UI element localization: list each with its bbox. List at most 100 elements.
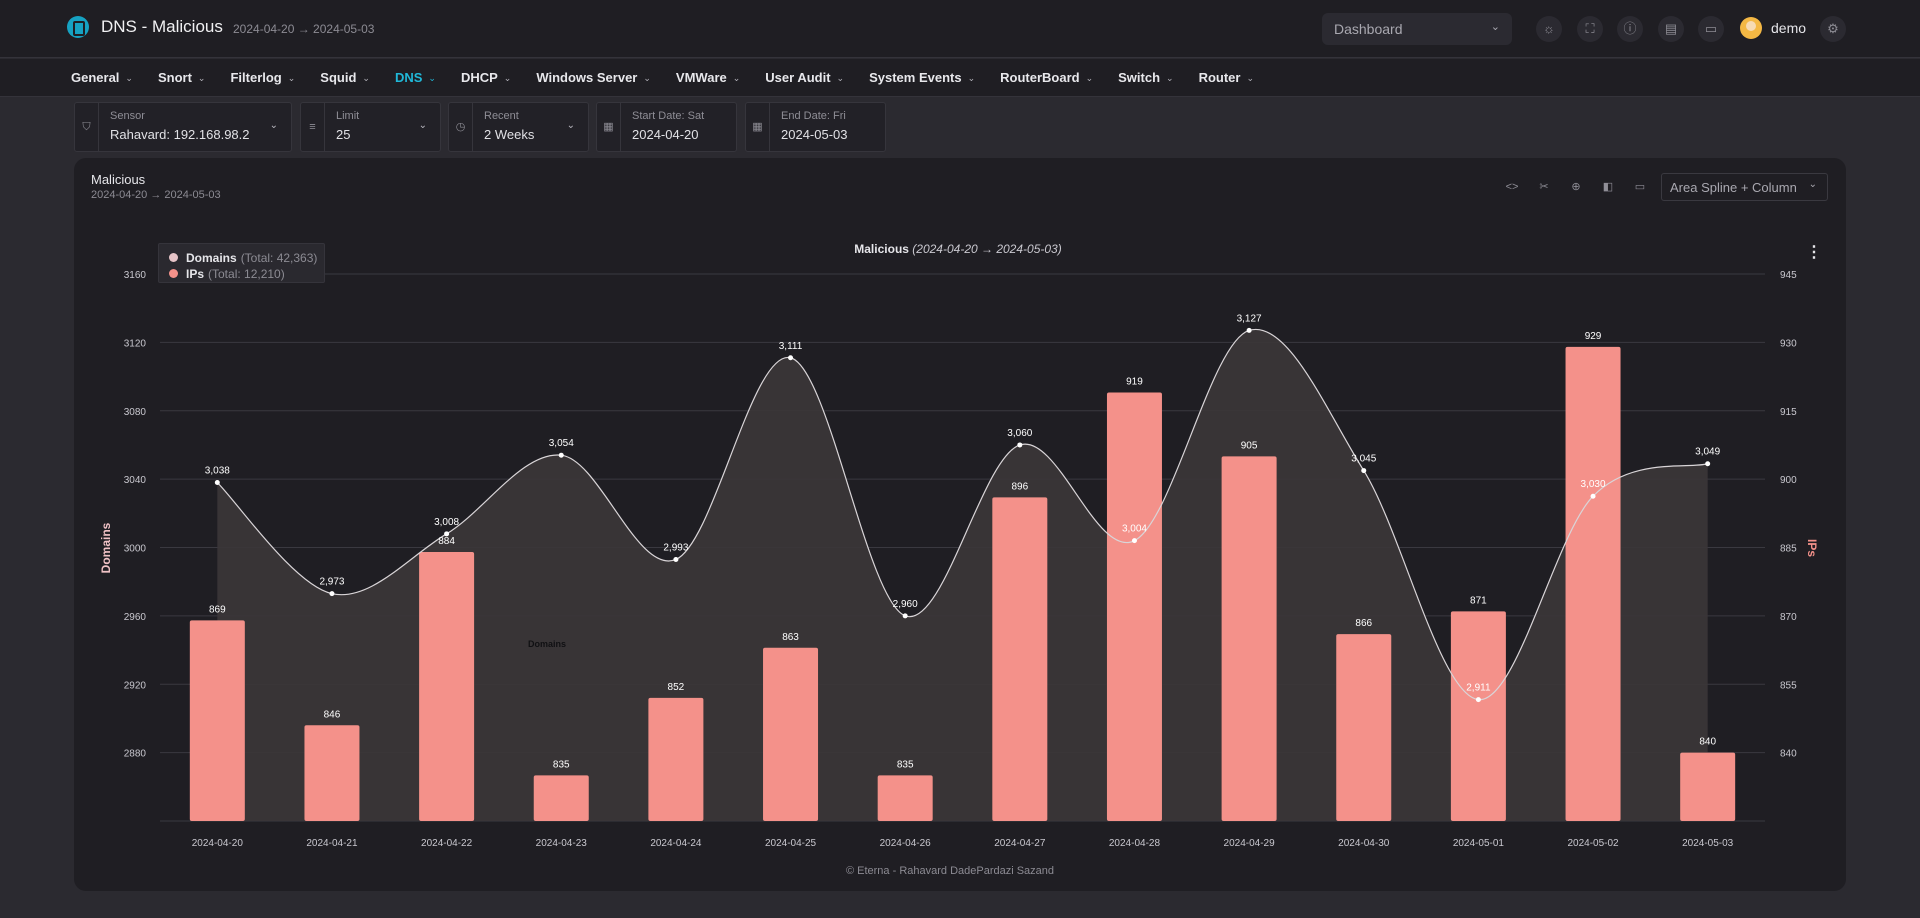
domains-point: [214, 480, 220, 486]
comment-icon[interactable]: ▭: [1634, 181, 1646, 193]
y-left-tick-label: 2960: [124, 612, 147, 623]
chevron-down-icon: ⌄: [1085, 73, 1094, 83]
calendar-icon: ▦: [746, 103, 770, 151]
nav-item-system-events[interactable]: System Events ⌄: [869, 59, 975, 97]
code-icon[interactable]: <>: [1505, 181, 1519, 193]
domains-point: [1361, 468, 1367, 474]
avatar[interactable]: [1740, 17, 1762, 39]
chevron-down-icon: ⌄: [1490, 21, 1500, 33]
y-left-tick-label: 2880: [124, 749, 147, 760]
nav-item-snort[interactable]: Snort ⌄: [158, 59, 206, 97]
domains-data-label: 3,008: [434, 517, 459, 528]
domains-point: [1475, 697, 1481, 703]
chevron-down-icon: ⌄: [967, 73, 976, 83]
sensor-filter-value: Rahavard: 192.168.98.2: [110, 127, 250, 142]
briefcase-icon[interactable]: ▭: [1698, 16, 1724, 42]
nav-item-user-audit[interactable]: User Audit ⌄: [765, 59, 844, 97]
legend-item-ips[interactable]: IPs (Total: 12,210): [169, 266, 285, 281]
domains-data-label: 3,127: [1237, 313, 1262, 324]
nav-item-label: RouterBoard: [1000, 70, 1080, 85]
fullscreen-icon[interactable]: ⛶: [1577, 16, 1603, 42]
nav-item-dns[interactable]: DNS ⌄: [395, 59, 436, 97]
sensor-filter[interactable]: ⛉ Sensor Rahavard: 192.168.98.2 ⌄: [74, 102, 292, 152]
ips-bar: [1680, 752, 1736, 821]
scissors-icon[interactable]: ✂: [1539, 181, 1549, 193]
nav-item-routerboard[interactable]: RouterBoard ⌄: [1000, 59, 1093, 97]
target-icon[interactable]: ⊕: [1571, 181, 1581, 193]
domains-point: [902, 613, 908, 619]
legend-item-domains[interactable]: Domains (Total: 42,363): [169, 250, 317, 265]
chevron-down-icon: ⌄: [197, 73, 206, 83]
nav-item-vmware[interactable]: VMWare ⌄: [676, 59, 740, 97]
ips-data-label: 835: [553, 759, 570, 770]
settings-icon[interactable]: ⚙: [1820, 16, 1846, 42]
y-right-tick-label: 930: [1780, 338, 1797, 349]
nav-item-squid[interactable]: Squid ⌄: [320, 59, 370, 97]
chevron-down-icon: ⌄: [566, 120, 575, 131]
domains-data-label: 2,960: [893, 599, 918, 610]
chevron-down-icon: ⌄: [1808, 179, 1817, 190]
sun-icon[interactable]: ☼: [1536, 16, 1562, 42]
domains-data-label: 3,038: [205, 466, 230, 477]
nav-item-general[interactable]: General ⌄: [71, 59, 133, 97]
end-date-label: End Date: Fri: [781, 110, 846, 122]
panel-title: Malicious: [91, 172, 146, 187]
nav-item-windows-server[interactable]: Windows Server ⌄: [536, 59, 651, 97]
end-date-value[interactable]: 2024-05-03: [781, 127, 848, 142]
domains-data-label: 3,004: [1122, 524, 1147, 535]
nav-item-filterlog[interactable]: Filterlog ⌄: [230, 59, 295, 97]
page-title: DNS - Malicious: [101, 17, 223, 36]
calendar-icon: ▦: [597, 103, 621, 151]
y-right-tick-label: 885: [1780, 544, 1797, 555]
domains-data-label: 2,911: [1466, 683, 1491, 694]
domains-point: [788, 355, 794, 361]
start-date-filter[interactable]: ▦ Start Date: Sat 2024-04-20: [596, 102, 737, 152]
nav-item-label: Switch: [1118, 70, 1161, 85]
ips-bar: [877, 775, 933, 821]
server-icon[interactable]: ▤: [1658, 16, 1684, 42]
chart-title-range: (2024-04-20 → 2024-05-03): [912, 242, 1061, 256]
end-date-filter[interactable]: ▦ End Date: Fri 2024-05-03: [745, 102, 886, 152]
nav-item-dhcp[interactable]: DHCP ⌄: [461, 59, 511, 97]
chart-legend: Domains (Total: 42,363) IPs (Total: 12,210…: [158, 243, 325, 283]
ips-data-label: 869: [209, 604, 226, 615]
chart-title-main: Malicious: [854, 242, 912, 256]
x-tick-label: 2024-04-30: [1338, 838, 1390, 849]
list-icon: ≡: [301, 103, 325, 151]
dashboard-select[interactable]: Dashboard ⌄: [1322, 13, 1512, 45]
nav-item-switch[interactable]: Switch ⌄: [1118, 59, 1173, 97]
domains-data-label: 3,054: [549, 438, 574, 449]
legend-domains-name: Domains: [186, 250, 237, 265]
y-right-tick-label: 840: [1780, 749, 1797, 760]
nav-item-label: Snort: [157, 70, 192, 85]
top-header: DNS - Malicious 2024-04-20 → 2024-05-03 …: [0, 0, 1920, 58]
chart-title: Malicious (2024-04-20 → 2024-05-03): [854, 242, 1061, 256]
y-left-tick-label: 3080: [124, 407, 147, 418]
user-name[interactable]: demo: [1771, 20, 1807, 36]
chevron-down-icon: ⌄: [125, 73, 133, 83]
y-right-tick-label: 945: [1780, 270, 1797, 281]
nav-item-router[interactable]: Router ⌄: [1199, 59, 1254, 97]
sidebar-icon[interactable]: ◧: [1602, 181, 1614, 193]
sensor-filter-label: Sensor: [110, 110, 145, 122]
app-logo-icon[interactable]: [67, 16, 89, 38]
domains-point: [1705, 461, 1711, 467]
nav-item-label: General: [71, 70, 120, 85]
domains-point: [558, 452, 564, 458]
main-nav: General ⌄ Snort ⌄ Filterlog ⌄ Squid ⌄ DNS ⌄ DHCP ⌄ W…: [0, 59, 1920, 97]
x-tick-label: 2024-04-28: [1109, 838, 1161, 849]
ips-bar: [189, 620, 245, 821]
nav-item-label: User Audit: [765, 70, 831, 85]
limit-filter[interactable]: ≡ Limit 25 ⌄: [300, 102, 441, 152]
chart-menu-icon[interactable]: ⋮: [1806, 244, 1822, 261]
legend-ips-swatch: [169, 269, 178, 279]
recent-filter[interactable]: ◷ Recent 2 Weeks ⌄: [448, 102, 589, 152]
domains-point: [1246, 327, 1252, 333]
ips-bar: [419, 552, 475, 821]
start-date-value[interactable]: 2024-04-20: [632, 127, 699, 142]
info-icon[interactable]: ⓘ: [1617, 16, 1643, 42]
domains-data-label: 3,060: [1007, 428, 1032, 439]
chart-type-select[interactable]: Area Spline + Column ⌄: [1661, 173, 1828, 201]
page-date-range: 2024-04-20 → 2024-05-03: [233, 22, 375, 36]
y-right-tick-label: 915: [1780, 407, 1797, 418]
